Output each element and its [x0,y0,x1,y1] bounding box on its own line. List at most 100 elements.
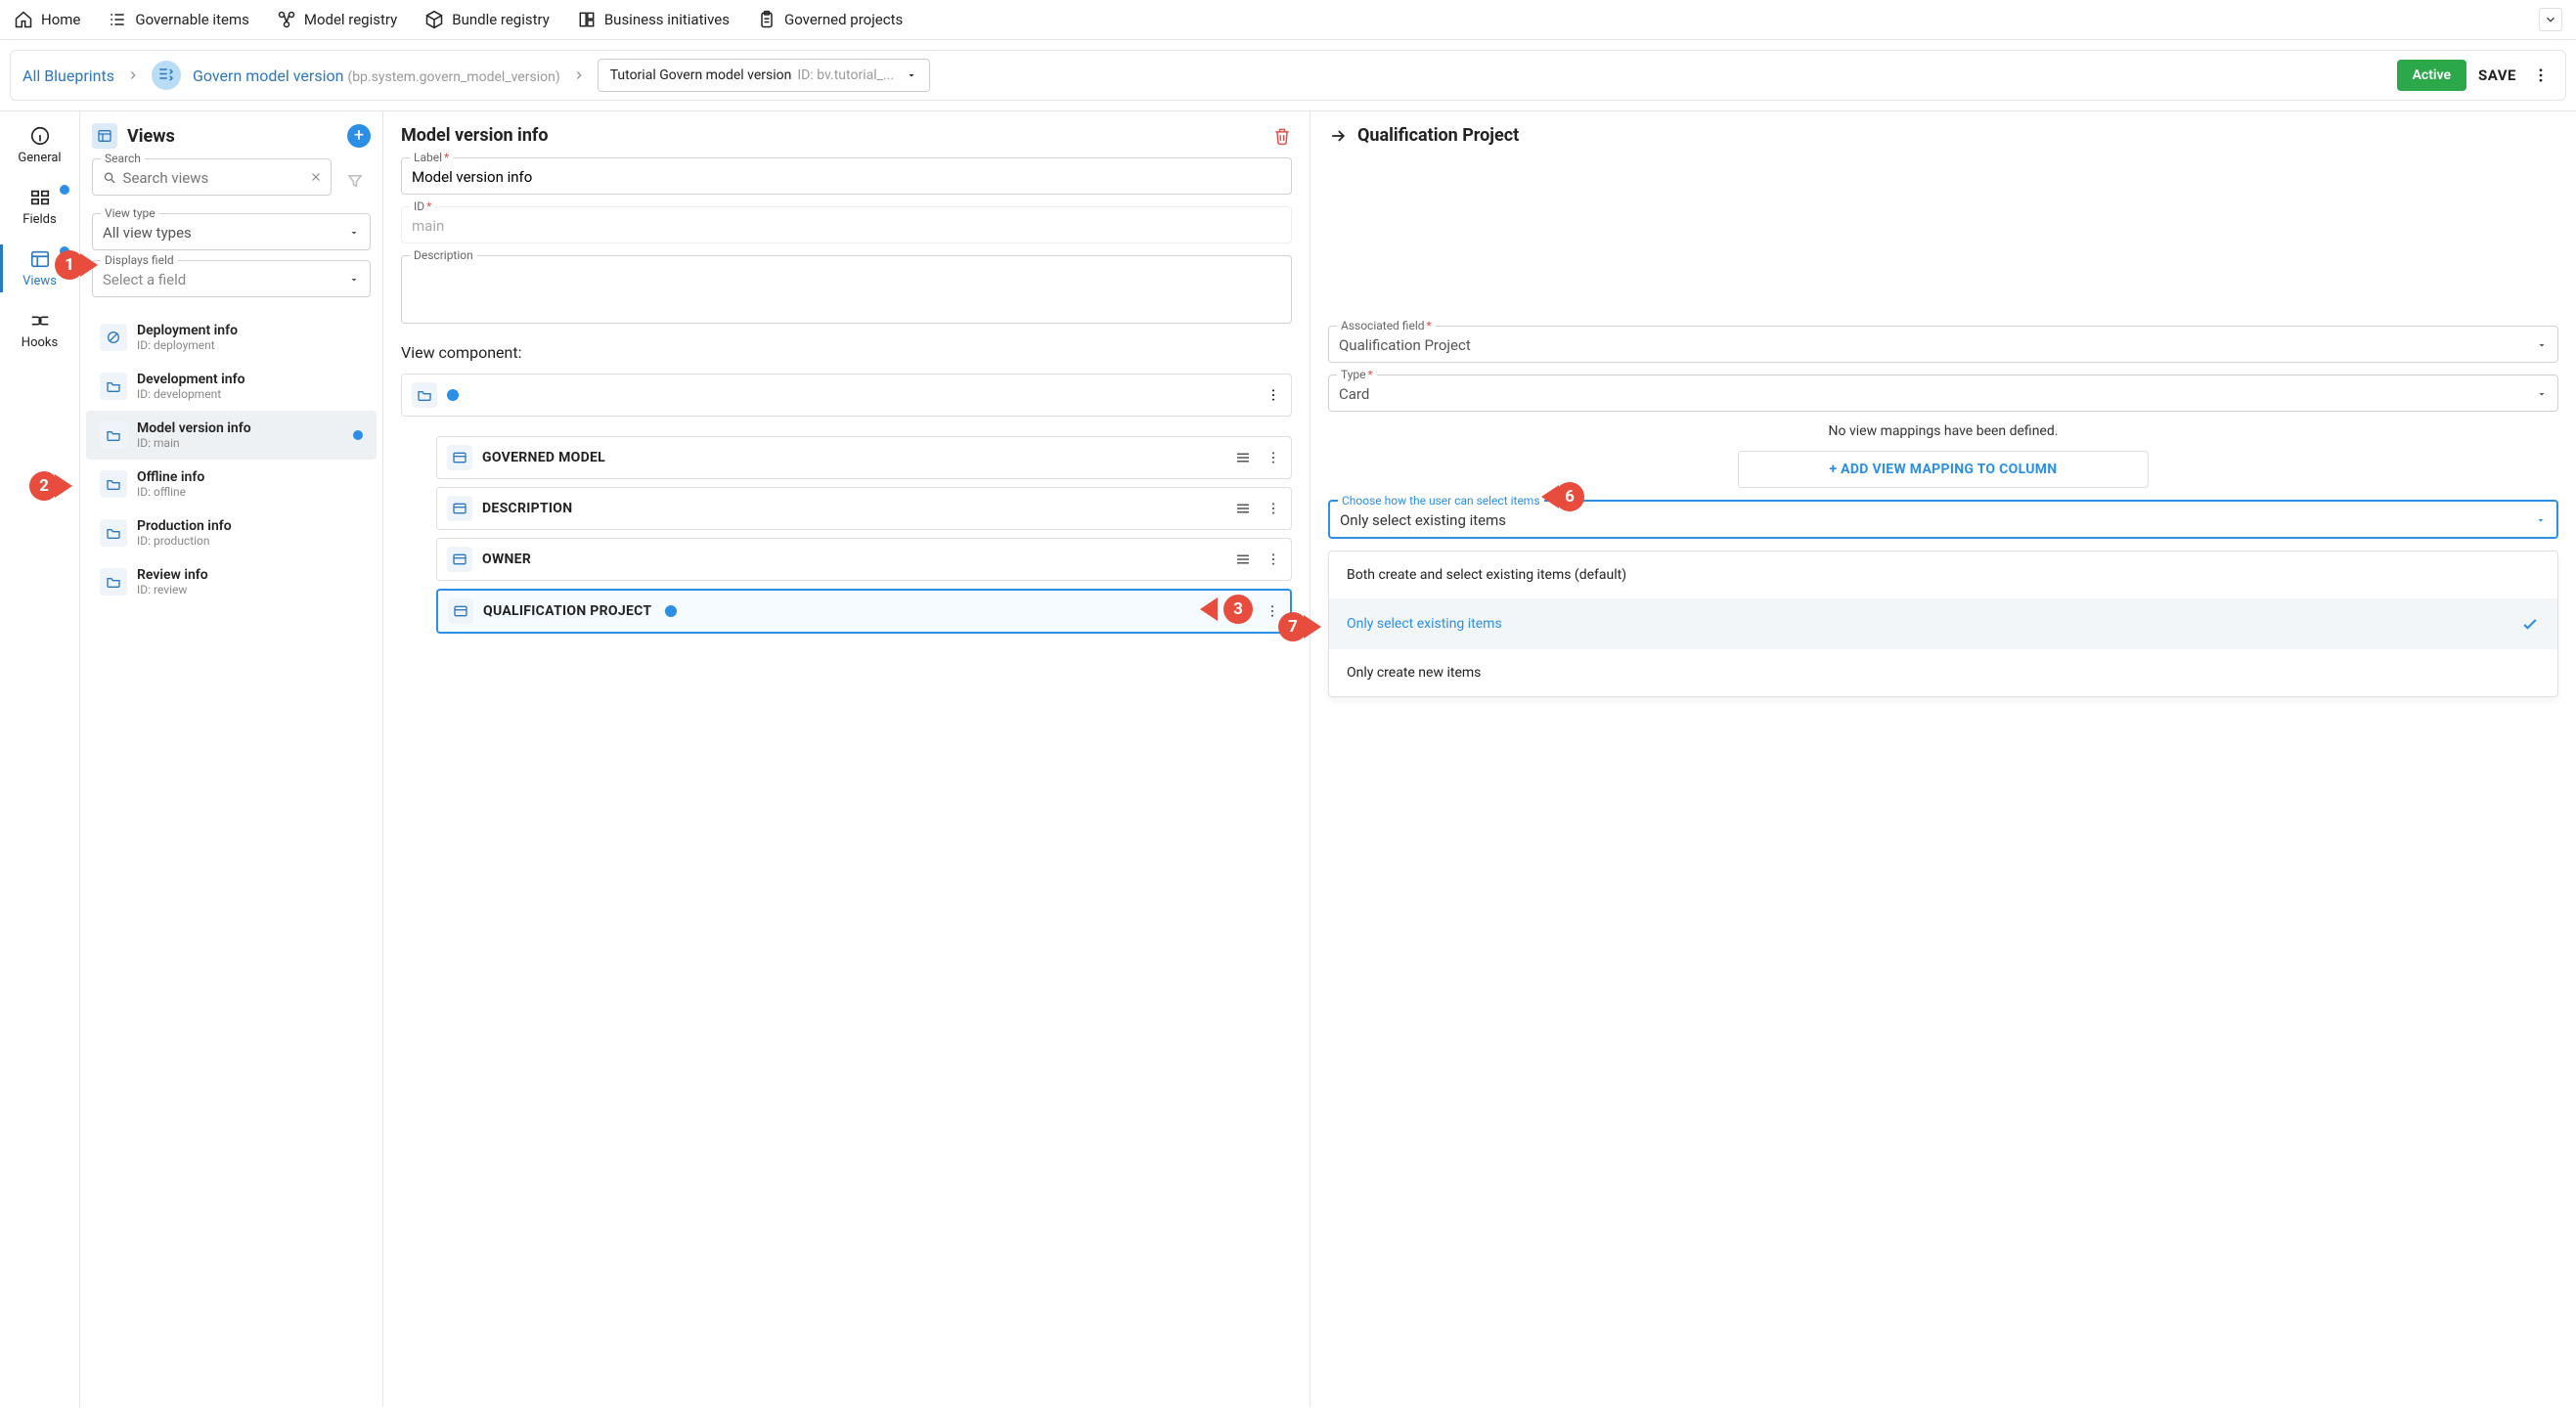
component-name: OWNER [482,552,531,567]
more-menu[interactable] [2528,63,2554,88]
right-panel: Qualification Project Associated field Q… [1310,111,2576,1407]
displays-value: Select a field [103,271,186,288]
view-component-root[interactable] [401,374,1292,417]
view-item-deployment[interactable]: Deployment infoID: deployment [86,313,377,362]
rail-hooks[interactable]: Hooks [0,306,79,354]
component-governed-model[interactable]: GOVERNED MODEL [436,436,1292,479]
dropdown-option-create[interactable]: Only create new items [1329,649,2557,696]
view-item-review[interactable]: Review infoID: review [86,557,377,606]
type-legend: Type [1337,368,1377,381]
rail-label: Hooks [22,335,58,350]
kebab-icon [1265,603,1280,619]
rail-general[interactable]: General [0,121,79,169]
chevron-right-icon [572,68,586,82]
nav-bundle-registry[interactable]: Bundle registry [424,10,550,29]
type-select[interactable]: Type Card [1328,375,2558,412]
root-menu[interactable] [1266,387,1281,403]
view-name: Model version info [137,420,251,436]
caret-down-icon [2535,514,2547,526]
change-dot-icon [353,430,363,440]
breadcrumb-root[interactable]: All Blueprints [22,66,114,85]
drag-icon [1234,449,1252,466]
save-button[interactable]: SAVE [2478,66,2516,84]
choose-items-dropdown: Both create and select existing items (d… [1328,551,2558,697]
dropdown-option-both[interactable]: Both create and select existing items (d… [1329,552,2557,598]
change-dot-icon [60,246,69,256]
breadcrumb-current-id: (bp.system.govern_model_version) [347,69,559,85]
preview-area [1328,157,2558,314]
component-menu[interactable] [1266,552,1281,567]
view-item-model-version[interactable]: Model version infoID: main [86,411,377,460]
drag-handle[interactable] [1234,449,1252,466]
caret-down-icon [348,227,360,239]
component-menu[interactable] [1265,603,1280,619]
displays-select[interactable]: Displays field Select a field [92,260,371,297]
component-qualification[interactable]: QUALIFICATION PROJECT 3 [436,589,1292,634]
add-mapping-button[interactable]: + ADD VIEW MAPPING TO COLUMN [1738,451,2149,488]
version-select[interactable]: Tutorial Govern model version ID: bv.tut… [598,59,930,92]
view-id: ID: offline [137,485,204,499]
nav-home[interactable]: Home [14,10,80,29]
view-item-development[interactable]: Development infoID: development [86,362,377,411]
description-input[interactable] [412,266,1281,284]
arrow-right-icon [1328,126,1348,146]
layout-icon [577,10,597,29]
component-menu[interactable] [1266,501,1281,516]
drag-handle[interactable] [1234,500,1252,517]
check-icon [2520,614,2540,634]
view-name: Production info [137,518,232,534]
clear-search-icon[interactable] [309,170,323,184]
chevron-down-icon [2544,13,2557,26]
filter-button[interactable] [339,158,371,203]
viewtype-legend: View type [101,206,159,220]
mid-title: Model version info [401,125,549,146]
views-panel-icon [92,123,117,149]
description-legend: Description [410,248,477,262]
nav-governed-projects[interactable]: Governed projects [757,10,903,29]
view-id: ID: production [137,534,232,548]
annotation-number: 3 [1223,595,1253,624]
associated-field-select[interactable]: Associated field Qualification Project [1328,326,2558,363]
nav-label: Bundle registry [452,11,550,28]
views-panel: Views + Search View type All view typ [80,111,383,1407]
drag-icon [1234,500,1252,517]
drag-handle[interactable] [1234,551,1252,568]
rail-fields[interactable]: Fields [0,183,79,231]
description-field[interactable]: Description [401,255,1292,324]
component-owner[interactable]: OWNER [436,538,1292,581]
component-menu[interactable] [1266,450,1281,465]
component-description[interactable]: DESCRIPTION [436,487,1292,530]
expand-toggle[interactable] [2539,8,2562,31]
choose-items-select[interactable]: Choose how the user can select items Onl… [1328,500,2558,539]
label-input[interactable] [412,168,1281,186]
folder-icon [412,382,437,408]
label-field[interactable]: Label [401,157,1292,195]
drag-icon [1234,551,1252,568]
add-view-button[interactable]: + [347,124,371,148]
nav-model-registry[interactable]: Model registry [277,10,397,29]
view-item-production[interactable]: Production infoID: production [86,508,377,557]
left-rail: General Fields Views Hooks 1 [0,111,80,1407]
nav-governable[interactable]: Governable items [108,10,248,29]
rail-views[interactable]: Views [0,244,79,292]
view-item-offline[interactable]: Offline infoID: offline [86,460,377,508]
view-name: Review info [137,567,208,583]
nav-business[interactable]: Business initiatives [577,10,730,29]
card-icon [448,598,473,624]
list-check-icon [108,10,127,29]
view-name: Development info [137,372,245,387]
dropdown-option-existing[interactable]: Only select existing items [1329,598,2557,649]
folder-icon [100,373,127,400]
breadcrumb-current-name: Govern model version [193,66,343,85]
viewtype-select[interactable]: View type All view types [92,213,371,250]
breadcrumb-current[interactable]: Govern model version (bp.system.govern_m… [193,66,560,85]
nav-label: Governable items [135,11,248,28]
search-input[interactable] [123,169,321,187]
delete-button[interactable] [1272,126,1292,146]
nodes-icon [277,10,296,29]
displays-legend: Displays field [101,253,178,267]
kebab-icon [1266,552,1281,567]
empty-icon [100,324,127,351]
change-dot-icon [60,185,69,195]
search-field[interactable]: Search [92,158,332,196]
